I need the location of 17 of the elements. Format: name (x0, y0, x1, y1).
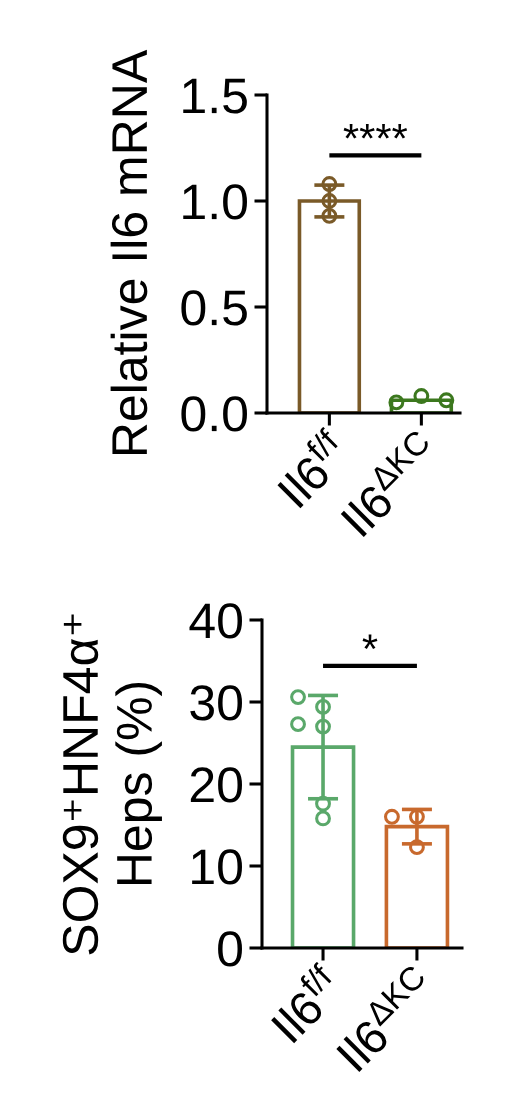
y-tick-label: 20 (190, 767, 242, 803)
y-tick-label: 40 (189, 603, 242, 639)
x-tick-label: Il6$^{ΔKC}$ (336, 963, 427, 1072)
y-tick-label: 0.0 (181, 396, 247, 432)
x-tick-label: Il6$^{f/f}$ (271, 961, 334, 1044)
x-tick-label: Il6$^{f/f}$ (277, 426, 341, 509)
annotation: * (362, 634, 378, 650)
y-tick-label: 1.5 (183, 78, 247, 114)
y-tick-label: 0.5 (181, 290, 247, 326)
y-axis-title: Relative Il6 mRNA (110, 49, 148, 455)
y-tick-label: 0 (218, 931, 242, 967)
annotation: **** (343, 123, 408, 139)
y-axis-title: SOX9⁺HNF4α⁺ Heps (%) (62, 614, 162, 955)
x-tick-label: Il6$^{ΔKC}$ (340, 428, 432, 537)
y-tick-label: 10 (192, 849, 242, 885)
y-tick-label: 1.0 (183, 184, 247, 220)
y-tick-label: 30 (190, 685, 242, 721)
